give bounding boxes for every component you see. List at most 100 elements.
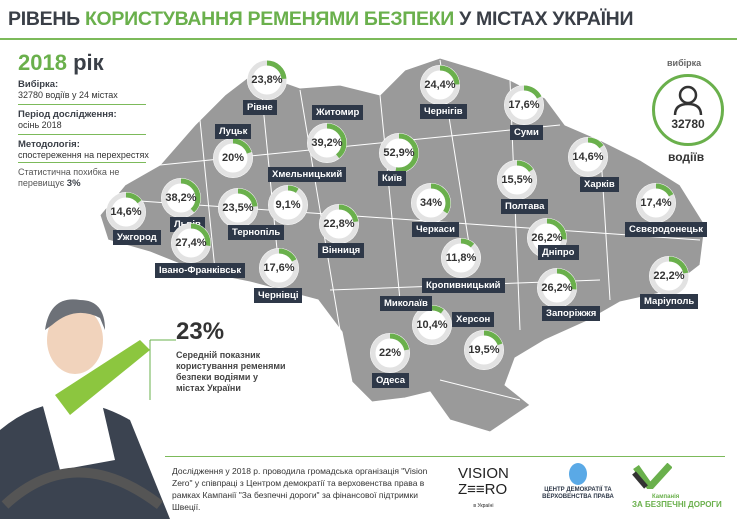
- average-description: Середній показник користування ременями …: [176, 350, 286, 393]
- donut-value-arc: [307, 123, 347, 163]
- donut-bg: [218, 188, 258, 228]
- sample-badge-label: вибірка: [667, 58, 702, 68]
- error-value: 3%: [66, 178, 81, 189]
- donut-value-arc: [420, 65, 460, 105]
- city-value: 17,4%: [640, 197, 672, 209]
- city-label: Житомир: [312, 105, 364, 120]
- donut-value-arc: [213, 138, 253, 178]
- donut-bg: [636, 183, 676, 223]
- donut-value-arc: [497, 160, 537, 200]
- donut-bg: [649, 256, 689, 296]
- donut-value-arc: [636, 183, 676, 223]
- donut-bg: [412, 305, 452, 345]
- city-value: 38,2%: [165, 192, 197, 204]
- city-donut: 10,4%: [411, 304, 453, 346]
- donut-bg: [441, 238, 481, 278]
- city-value: 20%: [221, 152, 245, 164]
- city-label: Луцьк: [215, 124, 252, 139]
- feather-icon: [569, 463, 587, 485]
- method-label: Методологія:: [18, 139, 80, 150]
- donut-bg: [537, 268, 577, 308]
- donut-value-arc: [649, 256, 689, 296]
- donut-value-arc: [504, 85, 544, 125]
- city-donut: 23,8%: [246, 59, 288, 101]
- donut-bg: [464, 330, 504, 370]
- city-label: Дніпро: [538, 245, 579, 260]
- city-label: Черкаси: [412, 222, 459, 237]
- donut-bg: [307, 123, 347, 163]
- title-part: РІВЕНЬ: [8, 8, 85, 30]
- donut-value-arc: [568, 137, 608, 177]
- city-donut: 52,9%: [378, 132, 420, 174]
- donut-value-arc: [259, 248, 299, 288]
- city-donut: 22,2%: [648, 255, 690, 297]
- logo-text: ЦЕНТР ДЕМОКРАТІЇ ТА ВЕРХОВЕНСТВА ПРАВА: [542, 487, 614, 500]
- year-value: 2018: [18, 50, 67, 75]
- city-value: 52,9%: [383, 147, 415, 159]
- city-value: 24,4%: [424, 79, 456, 91]
- donut-bg: [171, 223, 211, 263]
- city-value: 14,6%: [572, 151, 604, 163]
- city-donut: 20%: [212, 137, 254, 179]
- donut-value-arc: [379, 133, 419, 173]
- donut-bg: [420, 65, 460, 105]
- city-value: 10,4%: [416, 319, 448, 331]
- city-label: Маріуполь: [640, 294, 699, 309]
- period-info: Період дослідження: осінь 2018: [18, 109, 153, 131]
- city-label: Хмельницький: [268, 167, 347, 182]
- donut-bg: [379, 133, 419, 173]
- donut-value-arc: [247, 60, 287, 100]
- sample-badge: 32780: [652, 74, 724, 146]
- donut-bg: [268, 185, 308, 225]
- city-label: Миколаїв: [380, 296, 432, 311]
- logo-text: ЗА БЕЗПЕЧНІ ДОРОГИ: [632, 500, 722, 509]
- city-value: 34%: [419, 197, 443, 209]
- logo-text: Z≡≡RO: [458, 481, 508, 498]
- donut-bg: [247, 60, 287, 100]
- city-label: Чернівці: [254, 288, 303, 303]
- year-suffix: рік: [66, 50, 104, 75]
- city-value: 9,1%: [275, 199, 301, 211]
- donut-bg: [568, 137, 608, 177]
- average-value: 23%: [176, 318, 225, 345]
- sample-value: 32780 водіїв у 24 містах: [18, 90, 118, 100]
- error-info: Статистична похибка не перевищує 3%: [18, 167, 123, 189]
- city-value: 26,2%: [541, 282, 573, 294]
- sample-info: Вибірка: 32780 водіїв у 24 містах: [18, 79, 153, 101]
- donut-bg: [213, 138, 253, 178]
- donut-value-arc: [412, 305, 452, 345]
- donut-value-arc: [161, 178, 201, 218]
- donut-value-arc: [537, 268, 577, 308]
- city-label: Херсон: [452, 312, 495, 327]
- donut-value-arc: [319, 204, 359, 244]
- donut-value-arc: [268, 185, 308, 225]
- page-title: РІВЕНЬ КОРИСТУВАННЯ РЕМЕНЯМИ БЕЗПЕКИ У М…: [8, 8, 633, 31]
- divider: [18, 104, 146, 105]
- city-value: 22%: [378, 347, 402, 359]
- city-value: 22,8%: [323, 218, 355, 230]
- error-text: Статистична похибка не перевищує: [18, 167, 120, 188]
- city-value: 14,6%: [110, 206, 142, 218]
- logo-text: Кампанія: [652, 494, 680, 500]
- divider: [165, 456, 725, 457]
- city-donut: 23,5%: [217, 187, 259, 229]
- cdvp-logo: ЦЕНТР ДЕМОКРАТІЇ ТА ВЕРХОВЕНСТВА ПРАВА: [538, 463, 618, 501]
- city-label: Рівне: [243, 100, 277, 115]
- city-donut: 22%: [369, 332, 411, 374]
- logo-text: в Україні: [473, 503, 494, 509]
- city-label: Харків: [580, 177, 619, 192]
- city-donut: 14,6%: [567, 136, 609, 178]
- city-value: 22,2%: [653, 270, 685, 282]
- donut-bg: [504, 85, 544, 125]
- method-info: Методологія: спостереження на перехрестях: [18, 139, 153, 161]
- donut-value-arc: [527, 218, 567, 258]
- donut-bg: [319, 204, 359, 244]
- city-value: 39,2%: [311, 137, 343, 149]
- city-label: Тернопіль: [228, 225, 285, 240]
- city-donut: 14,6%: [105, 191, 147, 233]
- title-part: У МІСТАХ УКРАЇНИ: [453, 8, 634, 30]
- city-value: 17,6%: [508, 99, 540, 111]
- city-donut: 11,8%: [440, 237, 482, 279]
- city-donut: 15,5%: [496, 159, 538, 201]
